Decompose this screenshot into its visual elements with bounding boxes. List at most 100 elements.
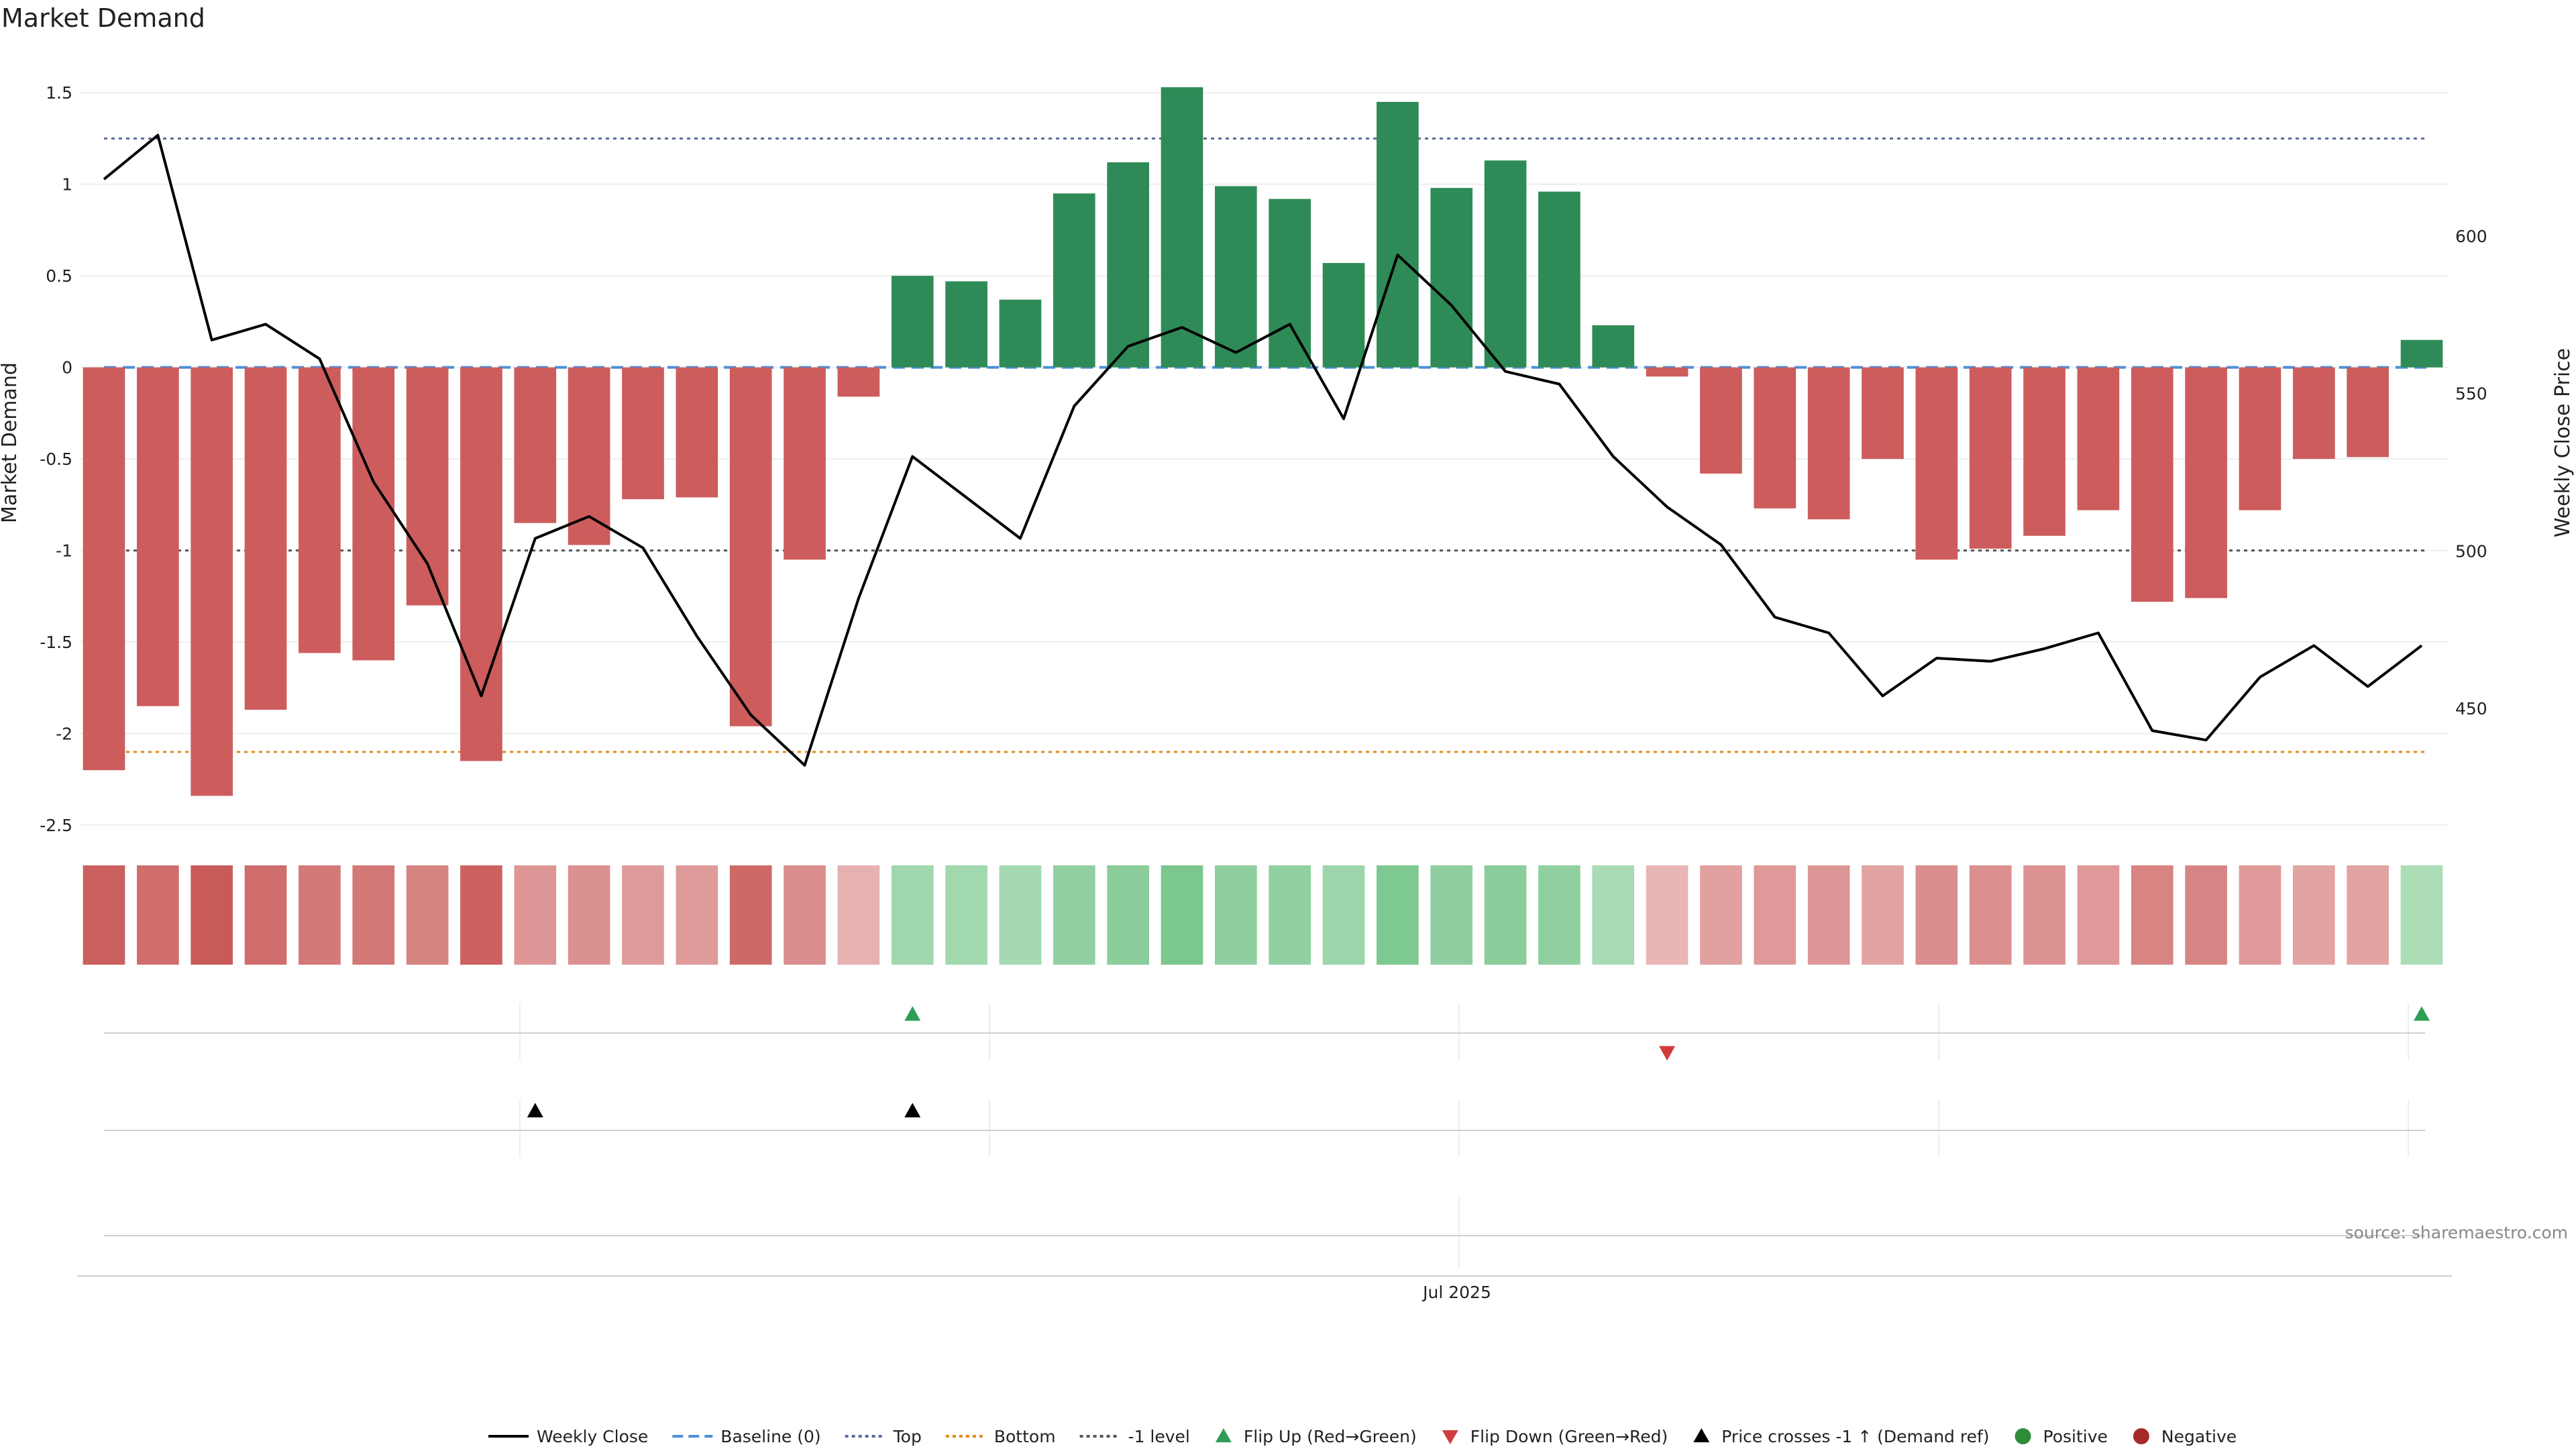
heat-cell: [891, 865, 934, 965]
heat-cell: [137, 865, 179, 965]
legend-label: Flip Up (Red→Green): [1244, 1427, 1417, 1446]
demand-bar: [1700, 367, 1742, 474]
heat-cell: [2185, 865, 2227, 965]
demand-bar: [837, 367, 880, 397]
legend-label: Positive: [2043, 1427, 2108, 1446]
y-tick-label: -2: [56, 724, 72, 744]
demand-bar: [2347, 367, 2389, 458]
legend-swatch: [1693, 1428, 1710, 1442]
heat-cell: [2077, 865, 2120, 965]
flip-up-marker: [2414, 1006, 2430, 1021]
price-cross-marker: [527, 1103, 543, 1118]
legend-label: Price crosses -1 ↑ (Demand ref): [1721, 1427, 1989, 1446]
heat-cell: [837, 865, 880, 965]
demand-bar: [406, 367, 449, 606]
demand-bar: [352, 367, 395, 661]
heat-cell: [1322, 865, 1365, 965]
event-rows: [77, 1003, 2452, 1277]
y2-tick-label: 500: [2455, 541, 2487, 561]
demand-bar: [1862, 367, 1904, 460]
demand-bar: [729, 367, 772, 727]
heat-cell: [676, 865, 718, 965]
heat-cell: [568, 865, 610, 965]
legend-swatch: [2133, 1428, 2149, 1444]
heat-cell: [1915, 865, 1958, 965]
heat-cell: [1592, 865, 1635, 965]
heat-cell: [999, 865, 1042, 965]
heat-cell: [1484, 865, 1527, 965]
demand-bar: [460, 367, 502, 761]
demand-bar: [244, 367, 287, 710]
legend-swatch: [1215, 1428, 1232, 1442]
legend-label: Negative: [2161, 1427, 2237, 1446]
heat-cell: [1214, 865, 1257, 965]
demand-bar: [1214, 186, 1257, 368]
demand-bar: [83, 367, 125, 771]
heat-cell: [83, 865, 125, 965]
demand-bar: [945, 281, 987, 368]
demand-bar: [2023, 367, 2065, 536]
demand-bar: [1322, 263, 1365, 368]
legend-item-2: Top: [845, 1427, 922, 1446]
y-tick-label: 1.5: [46, 83, 72, 103]
demand-bar: [1592, 325, 1635, 368]
legend-item-6: Flip Down (Green→Red): [1442, 1427, 1668, 1446]
demand-bar: [1807, 367, 1850, 520]
heat-cell: [2131, 865, 2174, 965]
demand-bar: [1053, 193, 1095, 368]
demand-bar: [299, 367, 341, 653]
legend-item-3: Bottom: [945, 1427, 1056, 1446]
heat-cell: [244, 865, 287, 965]
demand-bar: [1754, 367, 1796, 508]
demand-bar: [784, 367, 826, 560]
demand-bar: [514, 367, 557, 523]
demand-bar: [1484, 160, 1527, 368]
demand-bar: [2400, 339, 2443, 368]
legend-swatch: [1442, 1430, 1458, 1444]
heat-cell: [191, 865, 233, 965]
heat-cell: [945, 865, 987, 965]
legend-item-5: Flip Up (Red→Green): [1215, 1427, 1417, 1446]
demand-bar: [2131, 367, 2174, 602]
legend-item-8: Positive: [2015, 1427, 2108, 1446]
y2-axis-ticks: 600 550 500 450: [2455, 227, 2487, 718]
demand-bar: [2185, 367, 2227, 598]
legend-item-4: -1 level: [1079, 1427, 1190, 1446]
heat-cell: [460, 865, 502, 965]
heat-cell: [352, 865, 395, 965]
heat-cell: [1538, 865, 1580, 965]
heat-cell: [2292, 865, 2335, 965]
legend-item-9: Negative: [2133, 1427, 2237, 1446]
source-note: source: sharemaestro.com: [2345, 1223, 2569, 1242]
heat-cell: [2239, 865, 2282, 965]
legend-label: Top: [893, 1427, 922, 1446]
heat-cell: [1377, 865, 1419, 965]
heat-cell: [1107, 865, 1149, 965]
demand-bars: [83, 87, 2443, 796]
y-axis-label: Market Demand: [0, 362, 21, 523]
legend-label: -1 level: [1128, 1427, 1190, 1446]
x-tick-jul-2025: Jul 2025: [1421, 1283, 1491, 1302]
heat-cell: [1430, 865, 1473, 965]
legend: Weekly Close Baseline (0) Top Bottom -1 leve…: [488, 1427, 2237, 1446]
flip-up-marker: [904, 1006, 921, 1021]
y-axis-ticks: 1.5 1 0.5 0 -0.5 -1 -1.5 -2 -2.5: [40, 83, 72, 835]
heat-cell: [1862, 865, 1904, 965]
y2-tick-label: 600: [2455, 227, 2487, 246]
demand-bar: [1161, 87, 1203, 368]
demand-bar: [2077, 367, 2120, 511]
demand-bar: [676, 367, 718, 498]
legend-label: Flip Down (Green→Red): [1470, 1427, 1668, 1446]
demand-bar: [1430, 188, 1473, 368]
weekly-close-series: [103, 133, 2423, 767]
heat-cell: [1754, 865, 1796, 965]
y-tick-label: -1.5: [40, 633, 72, 652]
heat-cell: [1646, 865, 1688, 965]
heat-cell: [514, 865, 557, 965]
heat-cell: [622, 865, 664, 965]
y-tick-label: 1: [62, 175, 72, 195]
demand-bar: [1107, 162, 1149, 368]
heat-cell: [729, 865, 772, 965]
demand-bar: [1269, 199, 1311, 368]
